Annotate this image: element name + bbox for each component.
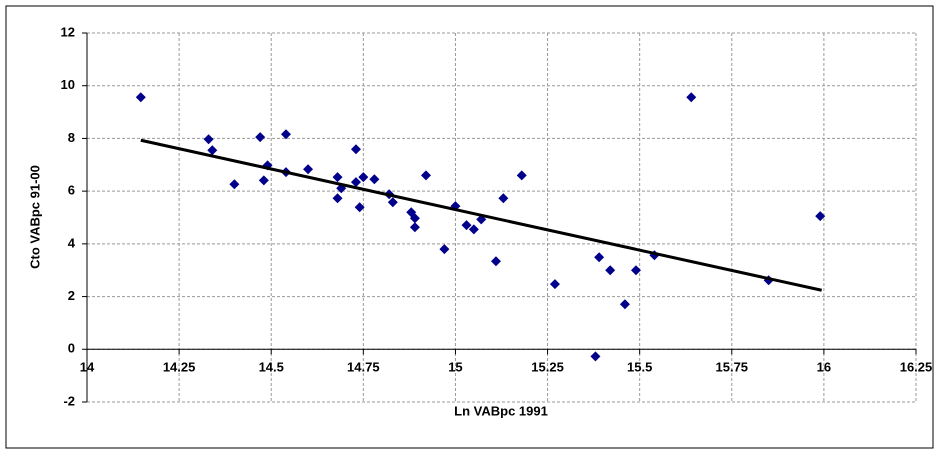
data-point — [815, 211, 826, 222]
data-point — [468, 224, 479, 235]
data-point — [255, 132, 266, 143]
y-tick-label: -2 — [63, 393, 75, 408]
data-point — [590, 351, 601, 362]
data-point — [461, 220, 472, 231]
y-tick-label: 4 — [68, 235, 76, 250]
x-tick-label: 15.5 — [627, 360, 652, 375]
data-point — [203, 134, 214, 145]
data-point — [605, 265, 616, 276]
data-point — [354, 202, 365, 213]
data-point — [332, 193, 343, 204]
x-tick-label: 16.25 — [900, 360, 933, 375]
x-tick-label: 15 — [448, 360, 462, 375]
data-point — [490, 256, 501, 267]
data-point — [258, 175, 269, 186]
x-tick-label: 15.25 — [531, 360, 564, 375]
trend-line — [140, 138, 823, 292]
x-tick-label: 15.75 — [716, 360, 749, 375]
data-point — [516, 170, 527, 181]
data-point — [409, 222, 420, 233]
x-axis-label: Ln VABpc 1991 — [454, 403, 548, 418]
data-point — [498, 193, 509, 204]
y-tick-label: 2 — [68, 288, 75, 303]
data-point — [686, 92, 697, 103]
data-point — [303, 164, 314, 175]
data-point — [594, 252, 605, 263]
data-point — [387, 197, 398, 208]
data-point — [630, 265, 641, 276]
data-point — [350, 177, 361, 188]
data-point — [439, 244, 450, 255]
data-point — [409, 213, 420, 224]
y-tick-label: 10 — [61, 77, 75, 92]
data-point — [549, 279, 560, 290]
x-tick-label: 14.25 — [163, 360, 196, 375]
data-point — [280, 129, 291, 140]
data-point — [332, 172, 343, 183]
x-tick-label: 14.75 — [347, 360, 380, 375]
y-tick-label: 0 — [68, 341, 75, 356]
y-axis-label: Cto VABpc 91-00 — [27, 165, 42, 269]
data-point — [420, 170, 431, 181]
data-point — [369, 174, 380, 185]
data-point — [207, 145, 218, 156]
data-point — [350, 144, 361, 155]
y-tick-label: 8 — [68, 130, 75, 145]
x-tick-label: 16 — [817, 360, 831, 375]
data-point — [229, 179, 240, 190]
data-point — [358, 172, 369, 183]
y-tick-label: 6 — [68, 183, 75, 198]
x-tick-label: 14.5 — [259, 360, 284, 375]
data-point — [619, 299, 630, 310]
data-point — [135, 92, 146, 103]
y-tick-label: 12 — [61, 24, 75, 39]
